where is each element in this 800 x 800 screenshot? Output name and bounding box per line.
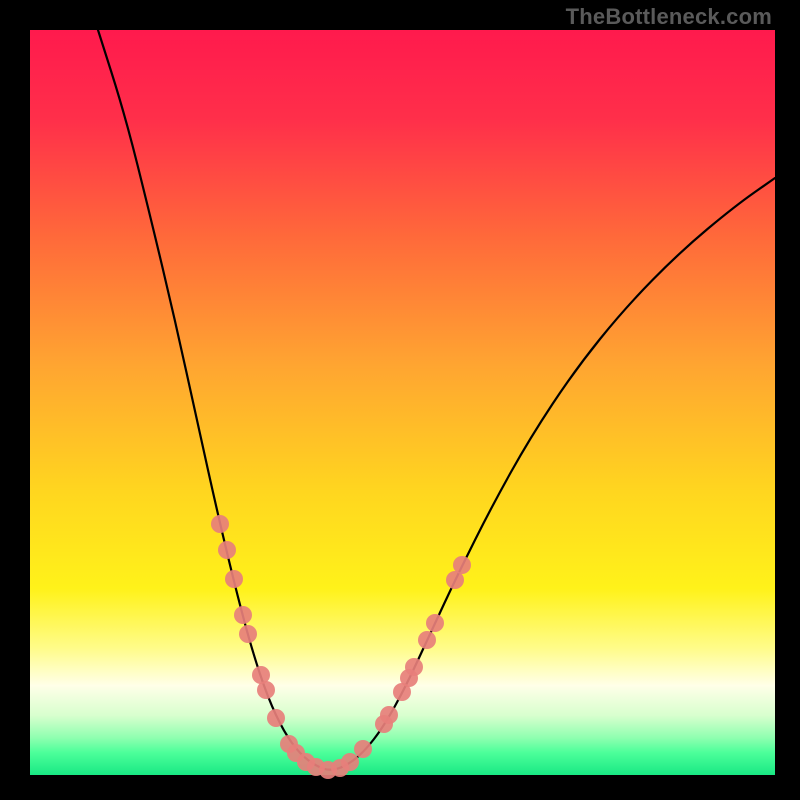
marker-point — [257, 681, 275, 699]
marker-point — [453, 556, 471, 574]
chart-svg — [30, 30, 775, 775]
marker-point — [418, 631, 436, 649]
watermark-text: TheBottleneck.com — [566, 4, 772, 30]
marker-point — [354, 740, 372, 758]
marker-point — [225, 570, 243, 588]
marker-point — [341, 753, 359, 771]
plot-area — [30, 30, 775, 775]
marker-point — [380, 706, 398, 724]
marker-point — [426, 614, 444, 632]
marker-point — [234, 606, 252, 624]
marker-point — [239, 625, 257, 643]
marker-group — [211, 515, 471, 779]
marker-point — [211, 515, 229, 533]
chart-canvas: TheBottleneck.com — [0, 0, 800, 800]
marker-point — [267, 709, 285, 727]
bottleneck-curve — [98, 30, 775, 770]
marker-point — [218, 541, 236, 559]
marker-point — [405, 658, 423, 676]
